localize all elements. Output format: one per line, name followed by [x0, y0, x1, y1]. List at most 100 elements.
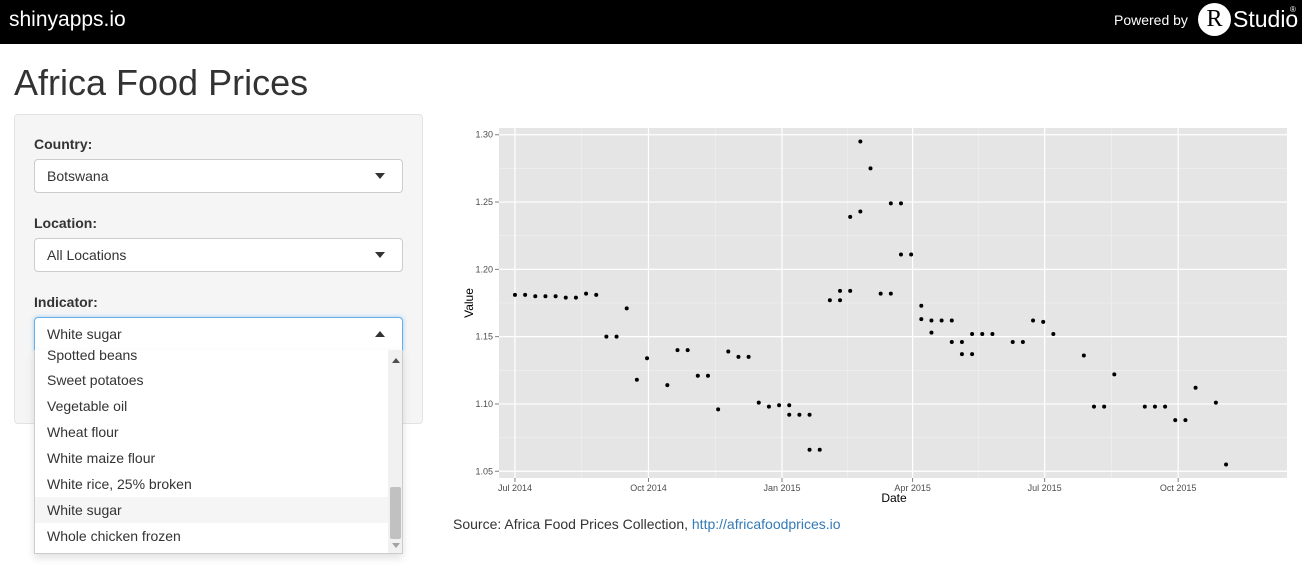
data-point: [604, 334, 609, 339]
data-point: [787, 412, 792, 417]
data-point: [939, 318, 944, 323]
dropdown-option-selected[interactable]: White sugar: [35, 497, 388, 523]
data-point: [1041, 319, 1046, 324]
data-point: [1010, 340, 1015, 345]
x-axis-ticks: Jul 2014 Oct 2014 Jan 2015 Apr 2015 Jul 2015…: [498, 478, 1196, 493]
y-axis-ticks: 1.05 1.10 1.15 1.20 1.25 1.30: [475, 130, 499, 476]
source-link[interactable]: http://africafoodprices.io: [691, 516, 841, 532]
data-point: [1102, 404, 1107, 409]
dropdown-option[interactable]: Spotted beans: [47, 350, 138, 363]
y-tick-label: 1.20: [475, 264, 493, 274]
data-point: [563, 295, 568, 300]
chevron-down-icon: [375, 173, 385, 179]
data-point: [1163, 404, 1168, 409]
brand-link[interactable]: shinyapps.io: [9, 8, 126, 31]
data-point: [645, 356, 650, 361]
dropdown-option[interactable]: Vegetable oil: [47, 398, 128, 414]
data-point: [807, 447, 812, 452]
dropdown-option[interactable]: Sweet potatoes: [47, 372, 144, 388]
data-point: [787, 403, 792, 408]
chevron-up-icon: [375, 331, 385, 337]
x-axis-label: Date: [881, 491, 907, 505]
data-point: [970, 331, 975, 336]
data-point: [726, 349, 731, 354]
data-point: [919, 303, 924, 308]
data-point: [685, 348, 690, 353]
data-point: [1020, 340, 1025, 345]
x-tick-label: Apr 2015: [894, 483, 931, 493]
data-point: [1091, 404, 1096, 409]
dropdown-option[interactable]: White rice, 25% broken: [47, 476, 192, 492]
data-point: [533, 294, 538, 299]
data-point: [807, 412, 812, 417]
scroll-down-arrow-icon[interactable]: [392, 543, 400, 548]
data-point: [797, 412, 802, 417]
x-tick-label: Jul 2014: [498, 483, 532, 493]
data-point: [584, 291, 589, 296]
country-select-value: Botswana: [47, 168, 109, 184]
dropdown-option[interactable]: Wheat flour: [47, 424, 119, 440]
data-point: [980, 331, 985, 336]
rstudio-r-icon[interactable]: R: [1198, 3, 1231, 36]
grid-lines: [499, 128, 1287, 478]
data-point: [716, 407, 721, 412]
chevron-down-icon: [375, 252, 385, 258]
data-point: [736, 354, 741, 359]
data-point: [594, 292, 599, 297]
data-point: [919, 317, 924, 322]
data-point: [868, 166, 873, 171]
data-point: [949, 340, 954, 345]
data-point: [1051, 331, 1056, 336]
indicator-select[interactable]: White sugar: [34, 317, 403, 351]
rstudio-logo-text[interactable]: Studio: [1233, 6, 1299, 32]
x-tick-label: Oct 2014: [630, 483, 667, 493]
data-point: [665, 383, 670, 388]
data-point: [573, 295, 578, 300]
data-point: [827, 298, 832, 303]
dropdown-option[interactable]: White maize flour: [47, 450, 156, 466]
source-note: Source: Africa Food Prices Collection, h…: [453, 516, 841, 532]
indicator-label: Indicator:: [34, 294, 98, 310]
registered-mark: ®: [1290, 5, 1296, 14]
data-point: [838, 298, 843, 303]
data-point: [990, 331, 995, 336]
location-label: Location:: [34, 215, 97, 231]
data-point: [1031, 318, 1036, 323]
data-point: [848, 288, 853, 293]
data-point: [970, 352, 975, 357]
data-point: [909, 252, 914, 257]
y-tick-label: 1.15: [475, 332, 493, 342]
dropdown-scrollbar-thumb[interactable]: [390, 487, 401, 539]
location-select[interactable]: All Locations: [34, 238, 403, 272]
data-point: [766, 404, 771, 409]
data-point: [1213, 400, 1218, 405]
data-point: [888, 201, 893, 206]
data-point: [675, 348, 680, 353]
data-point: [614, 334, 619, 339]
data-point: [777, 403, 782, 408]
data-point: [624, 306, 629, 311]
data-point: [523, 292, 528, 297]
x-tick-label: Jan 2015: [763, 483, 800, 493]
data-point: [1142, 404, 1147, 409]
source-text: Source: Africa Food Prices Collection,: [453, 516, 692, 532]
data-point: [634, 377, 639, 382]
x-tick-label: Jul 2015: [1028, 483, 1062, 493]
y-axis-label: Value: [462, 288, 476, 318]
data-point: [512, 292, 517, 297]
powered-by-text: Powered by: [1114, 12, 1188, 28]
page-title: Africa Food Prices: [14, 62, 309, 103]
dropdown-option[interactable]: Whole chicken frozen: [47, 528, 181, 544]
location-select-value: All Locations: [47, 247, 127, 263]
indicator-select-value: White sugar: [47, 326, 122, 342]
country-label: Country:: [34, 136, 93, 152]
data-point: [1112, 372, 1117, 377]
data-point: [898, 252, 903, 257]
country-select[interactable]: Botswana: [34, 159, 403, 193]
data-point: [1081, 353, 1086, 358]
data-point: [746, 354, 751, 359]
data-point: [858, 139, 863, 144]
data-point: [959, 352, 964, 357]
scroll-up-arrow-icon[interactable]: [392, 358, 400, 363]
data-point: [1183, 418, 1188, 423]
